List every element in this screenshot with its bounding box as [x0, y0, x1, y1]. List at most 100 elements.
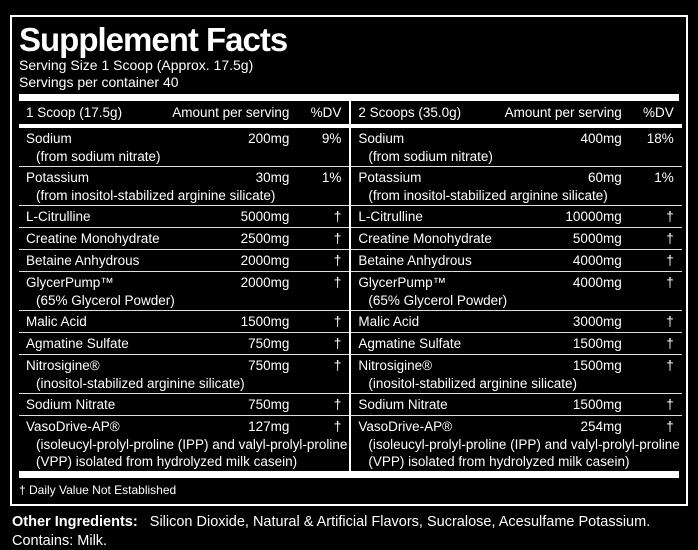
ingredient-row: Agmatine Sulfate 1500mg † [351, 333, 682, 355]
ingredient-amount: 127mg [248, 419, 290, 434]
ingredient-subtext: (VPP) isolated from hydrolyzed milk case… [36, 454, 298, 469]
ingredient-row: Sodium 200mg 9% (from sodium nitrate) [19, 128, 350, 167]
ingredient-name: Potassium [26, 170, 90, 185]
ingredient-name: GlycerPump™ [358, 275, 447, 290]
ingredient-dv: † [666, 419, 674, 434]
daily-value-footnote: † Daily Value Not Established [19, 483, 177, 497]
ingredient-row: Creatine Monohydrate 5000mg † [351, 228, 682, 250]
ingredient-name: Sodium Nitrate [26, 397, 116, 412]
other-ingredients-text: Silicon Dioxide, Natural & Artificial Fl… [12, 514, 651, 549]
ingredient-dv: † [666, 231, 674, 246]
column-1-scoop-label: 1 Scoop (17.5g) [26, 105, 123, 120]
ingredient-main-line: Nitrosigine® 750mg † [19, 355, 349, 376]
ingredient-name: VasoDrive-AP® [358, 419, 453, 434]
ingredient-dv: 9% [321, 131, 342, 146]
ingredient-dv: † [333, 314, 342, 329]
ingredient-name: Agmatine Sulfate [26, 336, 129, 351]
ingredient-row: Creatine Monohydrate 2500mg † [19, 228, 350, 250]
ingredient-amount: 400mg [580, 131, 622, 146]
ingredient-amount: 2500mg [240, 231, 290, 246]
ingredient-subtext: (VPP) isolated from hydrolyzed milk case… [368, 454, 630, 469]
column-1-dv-label: %DV [310, 105, 342, 120]
ingredient-row: Agmatine Sulfate 750mg † [19, 333, 350, 355]
ingredient-row: L-Citrulline 5000mg † [19, 206, 350, 228]
ingredient-dv: † [333, 275, 342, 290]
ingredient-dv: † [333, 419, 342, 434]
ingredient-amount: 10000mg [565, 209, 622, 224]
other-ingredients-label: Other Ingredients: [12, 514, 138, 530]
ingredient-row: GlycerPump™ 4000mg † (65% Glycerol Powder) [351, 272, 682, 311]
ingredient-dv: † [333, 358, 342, 373]
ingredient-amount: 5000mg [240, 209, 290, 224]
ingredient-amount: 254mg [580, 419, 622, 434]
column-2-dv-label: %DV [642, 105, 674, 120]
ingredient-row: Betaine Anhydrous 2000mg † [19, 250, 350, 272]
ingredient-row: Potassium 60mg 1% (from inositol-stabilized… [351, 167, 682, 206]
ingredient-name: GlycerPump™ [26, 275, 114, 290]
other-ingredients: Other Ingredients: Silicon Dioxide, Natu… [12, 513, 686, 550]
ingredient-main-line: GlycerPump™ 4000mg † [351, 272, 681, 293]
ingredient-dv: † [666, 358, 674, 373]
ingredient-row: VasoDrive-AP® 127mg † (isoleucyl-prolyl-pro… [19, 416, 349, 471]
ingredient-dv: † [666, 209, 674, 224]
ingredient-row: Sodium Nitrate 1500mg † [351, 394, 682, 416]
facts-column-2: 2 Scoops (35.0g) Amount per serving %DV … [351, 101, 682, 471]
ingredient-dv: 1% [654, 170, 674, 185]
serving-size-line: Serving Size 1 Scoop (Approx. 17.5g) [19, 57, 254, 73]
ingredient-main-line: L-Citrulline 5000mg † [19, 206, 349, 227]
ingredient-dv: † [333, 209, 342, 224]
ingredient-main-line: GlycerPump™ 2000mg † [19, 272, 349, 293]
ingredient-row: Potassium 30mg 1% (from inositol-stabilized… [19, 167, 350, 206]
column-2-rows: Sodium 400mg 18% (from sodium nitrate) Potas… [351, 128, 682, 471]
ingredient-main-line: Agmatine Sulfate 1500mg † [351, 333, 681, 354]
ingredient-name: Nitrosigine® [26, 358, 100, 373]
separator-bar-top [19, 94, 679, 101]
column-2-amount-label: Amount per serving [504, 105, 622, 120]
ingredient-main-line: Creatine Monohydrate 2500mg † [19, 228, 349, 249]
ingredient-name: VasoDrive-AP® [26, 419, 120, 434]
ingredient-row: GlycerPump™ 2000mg † (65% Glycerol Powder) [19, 272, 350, 311]
ingredient-amount: 30mg [255, 170, 290, 185]
ingredient-amount: 750mg [248, 336, 290, 351]
ingredient-dv: † [666, 314, 674, 329]
ingredient-row: Betaine Anhydrous 4000mg † [351, 250, 682, 272]
ingredient-name: Potassium [358, 170, 422, 185]
ingredient-dv: † [333, 231, 342, 246]
ingredient-amount: 3000mg [572, 314, 622, 329]
column-1-header: 1 Scoop (17.5g) Amount per serving %DV [19, 101, 350, 128]
ingredient-name: Sodium Nitrate [358, 397, 448, 412]
ingredient-subtext: (isoleucyl-prolyl-proline (IPP) and valy… [36, 437, 348, 452]
ingredient-subtext: (from inositol-stabilized arginine silic… [368, 188, 608, 203]
ingredient-name: Sodium [358, 131, 405, 146]
ingredient-amount: 200mg [248, 131, 290, 146]
ingredient-dv: † [333, 397, 342, 412]
ingredient-dv: † [333, 253, 342, 268]
ingredient-amount: 750mg [248, 397, 290, 412]
ingredient-main-line: Sodium 200mg 9% [19, 128, 349, 149]
ingredient-subtext: (isoleucyl-prolyl-proline (IPP) and valy… [368, 437, 680, 452]
ingredient-name: L-Citrulline [26, 209, 91, 224]
ingredient-subtext: (65% Glycerol Powder) [368, 293, 508, 308]
ingredient-dv: 18% [646, 131, 674, 146]
ingredient-amount: 5000mg [572, 231, 622, 246]
column-2-header: 2 Scoops (35.0g) Amount per serving %DV [351, 101, 682, 128]
ingredient-main-line: VasoDrive-AP® 254mg † [351, 416, 681, 437]
column-divider [349, 101, 352, 471]
ingredient-subtext: (from sodium nitrate) [368, 149, 493, 164]
ingredient-name: Sodium [26, 131, 72, 146]
column-2-scoop-label: 2 Scoops (35.0g) [358, 105, 462, 120]
facts-table: 1 Scoop (17.5g) Amount per serving %DV S… [19, 101, 682, 471]
ingredient-main-line: Betaine Anhydrous 2000mg † [19, 250, 349, 271]
ingredient-name: Malic Acid [358, 314, 420, 329]
column-1-rows: Sodium 200mg 9% (from sodium nitrate) Potass… [19, 128, 350, 471]
ingredient-main-line: Potassium 60mg 1% [351, 167, 681, 188]
separator-bar-bottom [19, 471, 679, 478]
ingredient-dv: † [666, 253, 674, 268]
ingredient-subtext: (inositol-stabilized arginine silicate) [36, 376, 245, 391]
servings-per-container-line: Servings per container 40 [19, 74, 179, 90]
ingredient-name: Creatine Monohydrate [26, 231, 160, 246]
ingredient-name: Betaine Anhydrous [358, 253, 472, 268]
ingredient-dv: † [666, 275, 674, 290]
ingredient-row: L-Citrulline 10000mg † [351, 206, 682, 228]
ingredient-main-line: Nitrosigine® 1500mg † [351, 355, 681, 376]
